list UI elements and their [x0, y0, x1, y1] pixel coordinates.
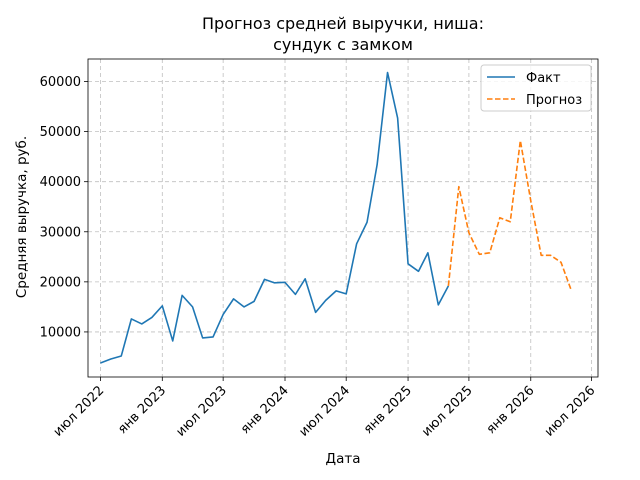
y-tick-label: 50000 [40, 125, 81, 140]
grid [88, 59, 598, 377]
legend-label-0: Факт [526, 71, 561, 86]
x-axis-label: Дата [326, 451, 361, 467]
y-tick-label: 60000 [40, 75, 81, 90]
y-tick-label: 20000 [40, 275, 81, 290]
legend-label-1: Прогноз [526, 93, 582, 108]
chart-title: Прогноз средней выручки, ниша: сундук с з… [202, 14, 484, 54]
series-layer [100, 71, 572, 364]
y-axis-ticks: 10000 20000 30000 40000 50000 60000 [40, 75, 88, 340]
y-tick-label: 30000 [40, 225, 81, 240]
chart-title-line: Прогноз средней выручки, ниша: [202, 14, 484, 33]
y-tick-label: 10000 [40, 325, 81, 340]
y-axis-label: Средняя выручка, руб. [14, 136, 30, 298]
chart-title-line: сундук с замком [273, 35, 413, 54]
legend: Факт Прогноз [480, 64, 592, 112]
y-tick-label: 40000 [40, 175, 81, 190]
axes-frame [87, 58, 599, 378]
